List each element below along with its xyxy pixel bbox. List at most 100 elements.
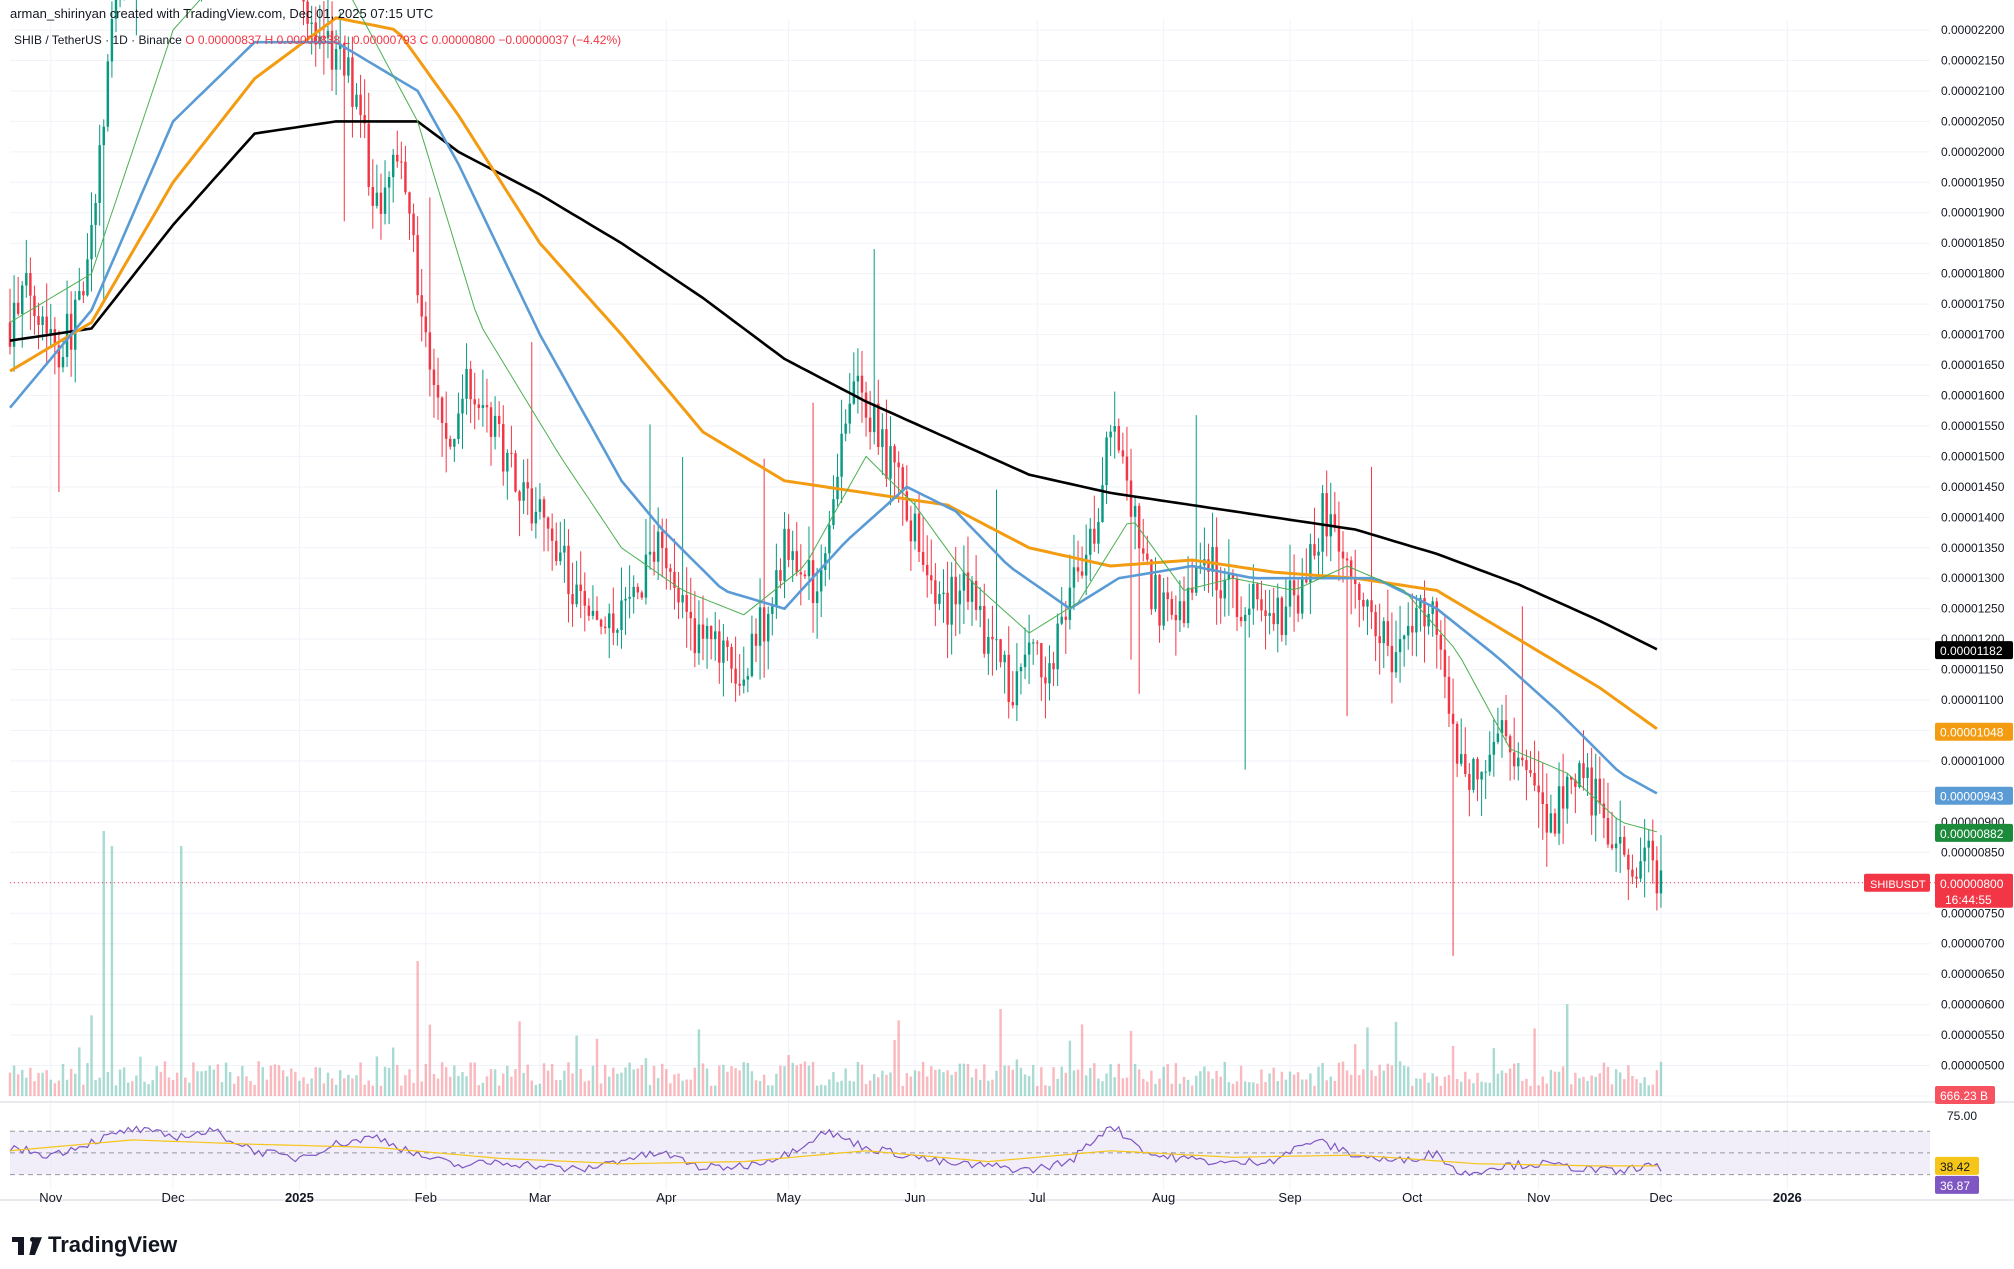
volume-bar [697, 1029, 701, 1096]
volume-bar [962, 1063, 966, 1096]
candle-body [1618, 836, 1622, 844]
candle-body [1606, 818, 1610, 845]
volume-bar [1582, 1076, 1585, 1096]
ma-badge-bg [1935, 786, 2013, 805]
y-tick-label: 0.00002000 [1941, 145, 2005, 159]
volume-bar [155, 1065, 158, 1096]
candle-body [1137, 505, 1141, 549]
candle-body [852, 381, 856, 404]
volume-bar [559, 1080, 562, 1096]
candle-body [844, 423, 847, 434]
volume-bar [1464, 1071, 1467, 1096]
volume-bar [722, 1064, 725, 1096]
candle-body [1651, 840, 1655, 861]
candle-body [49, 329, 52, 334]
volume-bar [1561, 1066, 1565, 1096]
volume-bar [188, 1082, 191, 1096]
volume-bar [1557, 1071, 1561, 1096]
candle-body [502, 424, 505, 472]
volume-bar [1162, 1066, 1165, 1096]
volume-bar [1288, 1071, 1292, 1096]
volume-bar [1105, 1073, 1108, 1096]
candle-body [25, 273, 28, 286]
candle-body [1354, 578, 1357, 585]
candle-body [962, 572, 966, 591]
candle-body [1517, 757, 1520, 767]
volume-bar [734, 1068, 737, 1096]
candle-body [1117, 425, 1121, 451]
candle-body [1235, 578, 1239, 617]
candle-body [1415, 607, 1418, 633]
candle-body [1643, 847, 1646, 862]
volume-bar [33, 1081, 36, 1096]
volume-bar [868, 1080, 872, 1096]
volume-bar [237, 1076, 240, 1096]
candle-body [330, 30, 334, 70]
candle-body [934, 580, 937, 604]
candle-body [978, 606, 982, 610]
volume-bar [726, 1071, 729, 1096]
volume-bar [232, 1083, 236, 1096]
volume-bar [803, 1061, 807, 1096]
volume-bar [1623, 1079, 1626, 1096]
candle-body [1292, 580, 1296, 596]
candle-body [1366, 600, 1369, 607]
candle-body [1492, 742, 1496, 755]
candle-body [771, 606, 774, 614]
volume-bar [351, 1078, 354, 1096]
candle-body [1064, 616, 1068, 620]
volume-bar [420, 1081, 423, 1096]
y-tick-label: 0.00001600 [1941, 388, 2005, 402]
volume-bar [966, 1063, 970, 1096]
candle-body [1276, 597, 1279, 625]
candle-body [526, 482, 529, 489]
volume-bar [1492, 1048, 1496, 1096]
candle-body [1512, 752, 1516, 767]
candle-body [1093, 528, 1096, 544]
volume-bar [45, 1070, 48, 1096]
volume-bar [930, 1066, 933, 1096]
candle-body [1109, 431, 1112, 438]
volume-bar [1496, 1073, 1500, 1096]
volume-bar [1345, 1070, 1349, 1096]
candle-body [322, 36, 326, 39]
candle-body [1256, 583, 1259, 600]
volume-bar [65, 1079, 69, 1096]
volume-bar [632, 1069, 635, 1096]
created-by-text: arman_shirinyan created with TradingView… [10, 6, 434, 21]
candle-body [1655, 860, 1659, 894]
volume-bar [1146, 1081, 1149, 1096]
candle-body [1480, 771, 1483, 780]
volume-bar [371, 1085, 375, 1096]
candle-body [1545, 804, 1549, 833]
candle-body [885, 429, 888, 479]
volume-bar [1117, 1063, 1121, 1096]
candle-body [583, 591, 586, 606]
volume-bar [1211, 1078, 1214, 1096]
volume-bar [1545, 1083, 1549, 1096]
candle-body [881, 429, 884, 448]
candle-body [811, 560, 815, 604]
candle-body [889, 446, 892, 479]
volume-bar [991, 1079, 994, 1096]
candle-body [1231, 574, 1235, 579]
y-axis: 0.00002200 0.00002150 0.00002100 0.00002050… [1941, 23, 2005, 1188]
tradingview-logo[interactable]: TradingView [12, 1232, 177, 1258]
candle-body [379, 192, 383, 214]
volume-bar [461, 1072, 464, 1096]
volume-bar [917, 1071, 921, 1096]
volume-bar [848, 1080, 851, 1096]
volume-bar [746, 1062, 750, 1096]
candle-body [1406, 625, 1410, 636]
volume-bar [359, 1062, 362, 1096]
volume-bar [795, 1065, 798, 1096]
volume-bar [8, 1072, 12, 1096]
volume-bar [1374, 1075, 1377, 1096]
volume-bar [942, 1072, 945, 1096]
volume-bar [673, 1074, 676, 1096]
volume-bar [1076, 1069, 1080, 1096]
volume-bar [1260, 1069, 1263, 1096]
volume-bar [196, 1071, 199, 1096]
volume-bar [587, 1080, 591, 1096]
